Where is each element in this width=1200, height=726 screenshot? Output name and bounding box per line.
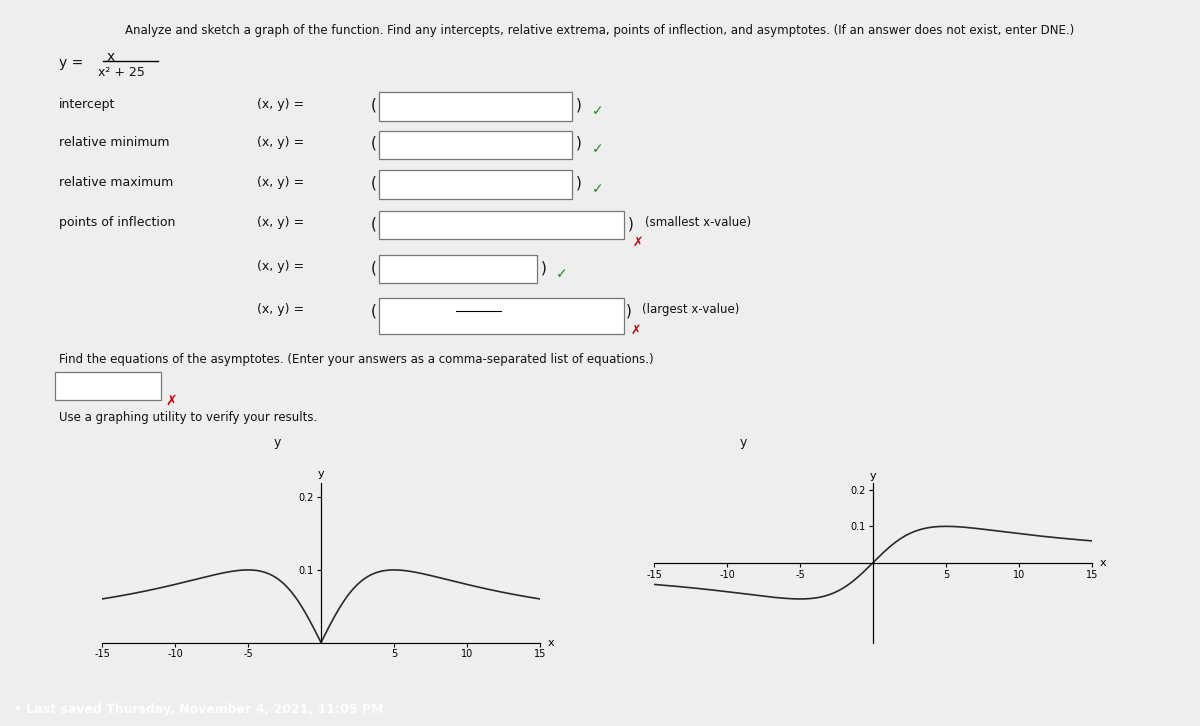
Text: (x, y) =: (x, y) = bbox=[257, 136, 304, 149]
FancyBboxPatch shape bbox=[55, 372, 161, 401]
Text: 100: 100 bbox=[463, 319, 484, 330]
Text: x: x bbox=[547, 637, 554, 648]
Text: (: ( bbox=[371, 97, 377, 113]
Text: (x, y) =: (x, y) = bbox=[257, 97, 304, 110]
FancyBboxPatch shape bbox=[379, 211, 624, 240]
Text: • Last saved Thursday, November 4, 2021, 11:05 PM: • Last saved Thursday, November 4, 2021,… bbox=[14, 703, 384, 716]
Text: ✓: ✓ bbox=[556, 267, 568, 281]
Text: y: y bbox=[274, 436, 282, 449]
Text: ): ) bbox=[576, 176, 582, 190]
Text: ✓: ✓ bbox=[592, 142, 604, 156]
Text: intercept: intercept bbox=[59, 97, 115, 110]
Text: (x, y) =: (x, y) = bbox=[257, 216, 304, 229]
Text: x: x bbox=[1099, 558, 1106, 568]
Text: (x, y) =: (x, y) = bbox=[257, 261, 304, 274]
Text: (: ( bbox=[371, 216, 377, 232]
Text: ✓: ✓ bbox=[592, 104, 604, 118]
Text: (: ( bbox=[371, 261, 377, 275]
Text: ): ) bbox=[576, 97, 582, 113]
Text: −75: −75 bbox=[458, 300, 481, 310]
FancyBboxPatch shape bbox=[379, 92, 572, 121]
Text: relative maximum: relative maximum bbox=[59, 176, 173, 189]
FancyBboxPatch shape bbox=[379, 131, 572, 159]
Text: Find the equations of the asymptotes. (Enter your answers as a comma-separated l: Find the equations of the asymptotes. (E… bbox=[59, 353, 653, 366]
FancyBboxPatch shape bbox=[379, 256, 538, 283]
FancyBboxPatch shape bbox=[379, 298, 624, 334]
Text: x² + 25: x² + 25 bbox=[98, 65, 145, 78]
Text: (: ( bbox=[371, 136, 377, 151]
Text: −5, −0.1: −5, −0.1 bbox=[386, 136, 444, 149]
Text: Use a graphing utility to verify your results.: Use a graphing utility to verify your re… bbox=[59, 411, 317, 424]
Text: y: y bbox=[870, 471, 876, 481]
Text: −−75 ,−75: −−75 ,−75 bbox=[386, 216, 458, 229]
Text: −75 ,: −75 , bbox=[386, 303, 421, 317]
Text: y: y bbox=[318, 469, 324, 479]
Text: ): ) bbox=[625, 303, 631, 318]
FancyBboxPatch shape bbox=[379, 171, 572, 198]
Text: (: ( bbox=[371, 176, 377, 190]
Text: 0,0: 0,0 bbox=[386, 261, 407, 274]
Text: Analyze and sketch a graph of the function. Find any intercepts, relative extrem: Analyze and sketch a graph of the functi… bbox=[125, 24, 1075, 37]
Text: ): ) bbox=[541, 261, 546, 275]
Text: 5: 5 bbox=[65, 378, 72, 391]
Text: relative minimum: relative minimum bbox=[59, 136, 169, 149]
Text: ✗: ✗ bbox=[630, 324, 641, 337]
Text: ): ) bbox=[576, 136, 582, 151]
Text: ✗: ✗ bbox=[632, 235, 643, 248]
Text: ): ) bbox=[628, 216, 634, 232]
Text: (x, y) =: (x, y) = bbox=[257, 176, 304, 189]
Text: 0,0: 0,0 bbox=[386, 97, 407, 110]
Text: (x, y) =: (x, y) = bbox=[257, 303, 304, 317]
Text: y: y bbox=[739, 436, 748, 449]
Text: (smallest x-value): (smallest x-value) bbox=[646, 216, 751, 229]
Text: (largest x-value): (largest x-value) bbox=[642, 303, 739, 317]
Text: x: x bbox=[107, 50, 115, 65]
Text: points of inflection: points of inflection bbox=[59, 216, 175, 229]
Text: (: ( bbox=[371, 303, 377, 318]
Text: y =: y = bbox=[59, 56, 83, 70]
Text: ✓: ✓ bbox=[592, 182, 604, 196]
Text: ✗: ✗ bbox=[166, 393, 178, 407]
Text: 5,0.1: 5,0.1 bbox=[386, 176, 419, 189]
